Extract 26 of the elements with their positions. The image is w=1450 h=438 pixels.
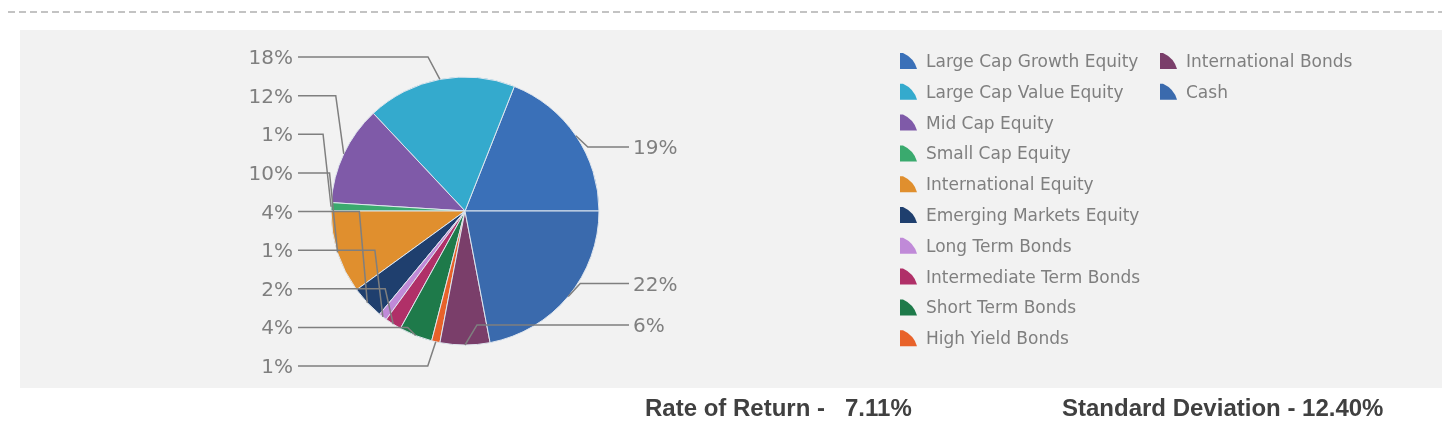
legend-label: International Bonds (1186, 51, 1353, 71)
legend-label: Small Cap Equity (926, 143, 1071, 164)
data-label: 1% (261, 122, 293, 147)
legend-label: Emerging Markets Equity (926, 205, 1140, 225)
legend-label: Large Cap Growth Equity (926, 51, 1139, 71)
data-label: 18% (248, 45, 293, 69)
data-label: 1% (261, 238, 293, 263)
data-label: 6% (633, 312, 665, 337)
legend-label: International Equity (926, 174, 1094, 195)
legend-label: Cash (1186, 81, 1228, 102)
legend-label: Short Term Bonds (926, 297, 1077, 318)
data-label: 4% (261, 199, 293, 224)
data-label: 10% (248, 160, 293, 185)
data-label: 19% (633, 134, 678, 159)
legend-label: Intermediate Term Bonds (926, 266, 1141, 287)
text: Rate of Return - 7.11% (645, 394, 912, 421)
legend-label: Large Cap Value Equity (926, 81, 1124, 102)
data-label: 1% (261, 354, 293, 378)
data-label: 4% (261, 315, 293, 340)
legend-label: Long Term Bonds (926, 235, 1072, 256)
data-label: 12% (248, 83, 293, 108)
legend-label: Mid Cap Equity (926, 112, 1054, 133)
text: Standard Deviation - 12.40% (1062, 394, 1384, 421)
data-label: 2% (261, 276, 293, 301)
data-label: 22% (633, 271, 678, 296)
legend-label: High Yield Bonds (926, 328, 1069, 349)
